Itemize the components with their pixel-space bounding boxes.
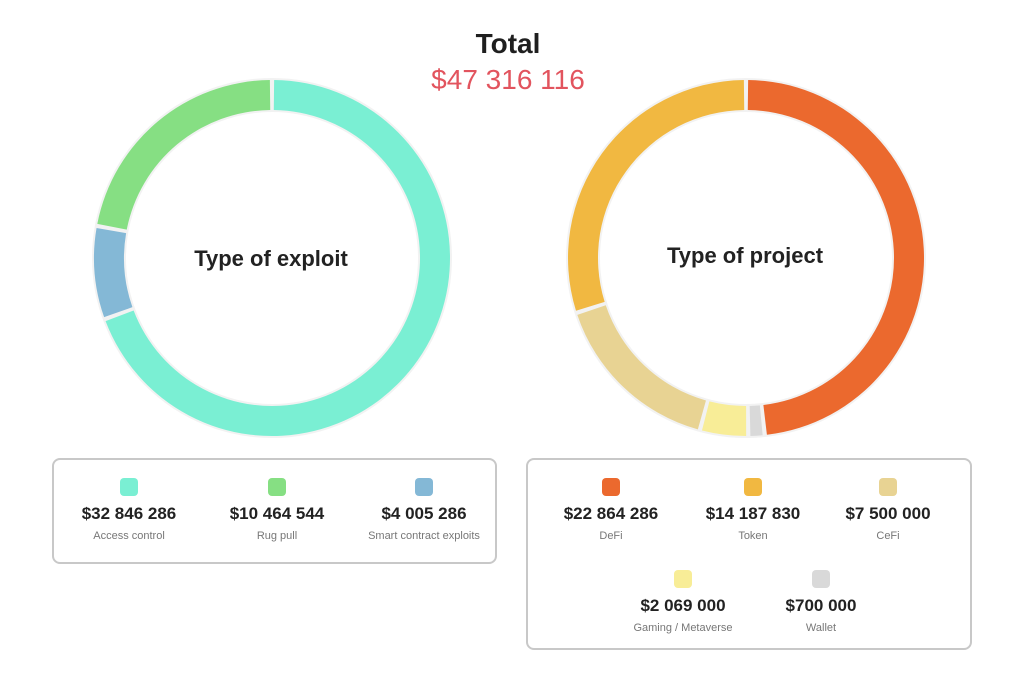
legend-item-rug-pull: $10 464 544 Rug pull	[202, 478, 352, 542]
total-value: $47 316 116	[431, 64, 585, 95]
legend-swatch	[602, 478, 620, 496]
legend-label: CeFi	[876, 530, 900, 542]
donut-slice-defi	[747, 80, 925, 435]
legend-value: $10 464 544	[229, 504, 325, 523]
legend-swatch	[120, 478, 138, 496]
legend-label: Smart contract exploits	[368, 530, 480, 542]
legend-item-gaming-metaverse: $2 069 000 Gaming / Metaverse	[608, 570, 758, 634]
legend-item-wallet: $700 000 Wallet	[746, 570, 896, 634]
project-legend: $22 864 286 DeFi $14 187 830 Token $7 50…	[526, 458, 972, 650]
project-chart-title: Type of project	[667, 243, 824, 268]
legend-value: $14 187 830	[705, 504, 801, 523]
legend-value: $32 846 286	[81, 504, 177, 523]
legend-label: Gaming / Metaverse	[633, 622, 733, 634]
legend-value: $22 864 286	[563, 504, 659, 523]
exploit-donut-chart: Type of exploit	[92, 78, 452, 438]
legend-value: $700 000	[785, 596, 857, 615]
donut-slice-smart-contract-exploits	[94, 228, 133, 318]
legend-item-smart-contract-exploits: $4 005 286 Smart contract exploits	[349, 478, 499, 542]
donut-slice-cefi	[577, 305, 706, 430]
legend-item-token: $14 187 830 Token	[678, 478, 828, 542]
legend-value: $4 005 286	[381, 504, 467, 523]
donut-slice-wallet	[749, 405, 763, 436]
donut-slice-rug-pull	[97, 80, 271, 230]
legend-value: $7 500 000	[845, 504, 931, 523]
total-title: Total	[475, 28, 541, 59]
legend-swatch	[674, 570, 692, 588]
legend-label: Wallet	[805, 622, 837, 634]
exploit-chart-title: Type of exploit	[194, 246, 348, 271]
project-donut-chart: Type of project	[566, 78, 926, 438]
legend-label: Access control	[93, 530, 165, 542]
donut-slice-token	[568, 80, 745, 311]
legend-swatch	[744, 478, 762, 496]
donut-slice-gaming-metaverse	[701, 401, 747, 436]
exploit-legend: $32 846 286 Access control $10 464 544 R…	[52, 458, 497, 564]
legend-label: Token	[738, 530, 768, 542]
legend-swatch	[879, 478, 897, 496]
legend-swatch	[415, 478, 433, 496]
legend-item-defi: $22 864 286 DeFi	[536, 478, 686, 542]
legend-swatch	[812, 570, 830, 588]
legend-label: DeFi	[599, 530, 623, 542]
legend-label: Rug pull	[256, 530, 298, 542]
legend-value: $2 069 000	[640, 596, 726, 615]
legend-item-cefi: $7 500 000 CeFi	[813, 478, 963, 542]
legend-swatch	[268, 478, 286, 496]
legend-item-access-control: $32 846 286 Access control	[54, 478, 204, 542]
